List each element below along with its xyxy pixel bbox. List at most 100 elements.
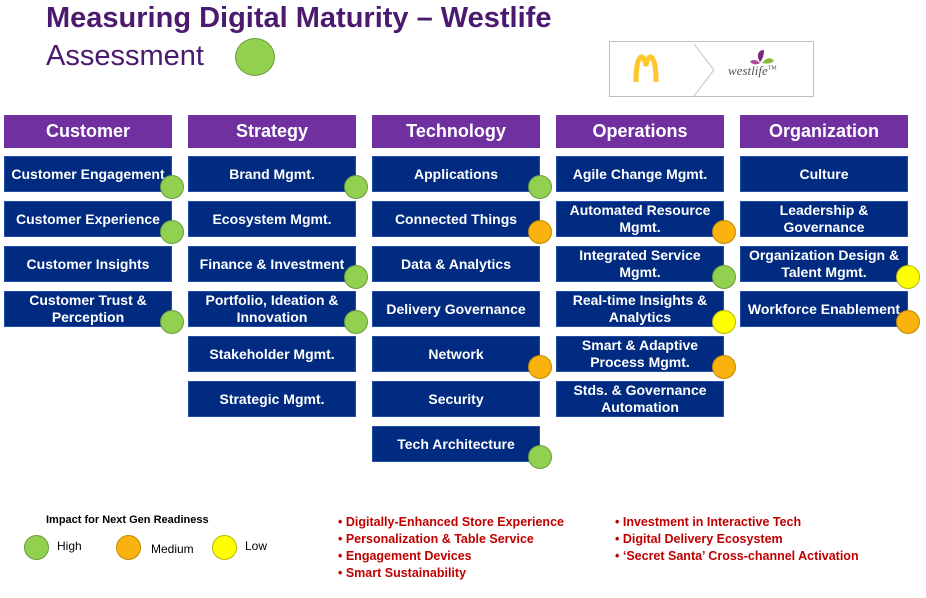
category-header: Customer — [4, 115, 172, 148]
initiative-item: • Digitally-Enhanced Store Experience — [338, 515, 564, 529]
category-column-strategy: Strategy Brand Mgmt. Ecosystem Mgmt. Financ… — [188, 115, 368, 426]
capability-box: Customer Trust & Perception — [4, 291, 184, 334]
capability-label: Customer Engagement — [11, 165, 165, 182]
category-header: Strategy — [188, 115, 356, 148]
capability-box: Finance & Investment — [188, 246, 368, 289]
capability-label: Ecosystem Mgmt. — [212, 210, 332, 227]
overall-rating-indicator — [235, 38, 275, 76]
initiatives-right: • Investment in Interactive Tech • Digita… — [615, 514, 859, 565]
capability-label: Strategic Mgmt. — [219, 390, 325, 407]
category-header: Operations — [556, 115, 724, 148]
legend-label: Medium — [151, 542, 194, 556]
rating-indicator-high — [160, 310, 184, 334]
capability-label: Delivery Governance — [386, 300, 526, 317]
capability-label: Portfolio, Ideation & Innovation — [205, 292, 339, 325]
capability-label: Integrated Service Mgmt. — [579, 247, 701, 280]
rating-indicator-high — [160, 175, 184, 199]
capability-box: Workforce Enablement — [740, 291, 920, 334]
capability-label: Leadership & Governance — [779, 202, 869, 235]
capability-label: Stakeholder Mgmt. — [209, 345, 335, 362]
capability-box: Organization Design & Talent Mgmt. — [740, 246, 920, 289]
legend-label: High — [57, 539, 82, 553]
legend-title: Impact for Next Gen Readiness — [46, 514, 209, 526]
capability-label: Network — [428, 345, 484, 362]
legend-dot-medium — [116, 535, 141, 560]
capability-label: Real-time Insights & Analytics — [572, 292, 708, 325]
capability-box: Integrated Service Mgmt. — [556, 246, 736, 289]
initiative-item: • Personalization & Table Service — [338, 532, 534, 546]
capability-label: Data & Analytics — [401, 255, 511, 272]
rating-indicator-high — [712, 265, 736, 289]
capability-label: Brand Mgmt. — [229, 165, 315, 182]
category-column-operations: Operations Agile Change Mgmt. Automated Re… — [556, 115, 736, 426]
category-header: Organization — [740, 115, 908, 148]
capability-box: Delivery Governance — [372, 291, 540, 327]
capability-box: Smart & Adaptive Process Mgmt. — [556, 336, 736, 379]
capability-label: Tech Architecture — [397, 435, 515, 452]
page-title: Measuring Digital Maturity – Westlife — [46, 2, 552, 34]
mcdonalds-arches-logo — [633, 43, 774, 96]
capability-label: Security — [428, 390, 484, 407]
capability-box: Customer Engagement — [4, 156, 184, 199]
capability-label: Culture — [799, 165, 849, 182]
initiative-item: • Investment in Interactive Tech — [615, 515, 802, 529]
westlife-logo: westlifeTM — [728, 63, 777, 78]
category-column-technology: Technology Applications Connected Things Da… — [372, 115, 552, 471]
capability-box: Applications — [372, 156, 552, 199]
rating-indicator-high — [160, 220, 184, 244]
initiative-item: • Digital Delivery Ecosystem — [615, 532, 783, 546]
page-subtitle: Assessment — [46, 40, 204, 72]
capability-label: Workforce Enablement — [747, 300, 901, 317]
legend-dot-high — [24, 535, 49, 560]
legend-dot-low — [212, 535, 237, 560]
rating-indicator-low — [896, 265, 920, 289]
rating-indicator-high — [344, 265, 368, 289]
capability-box: Brand Mgmt. — [188, 156, 368, 199]
capability-box: Customer Experience — [4, 201, 184, 244]
initiatives-left: • Digitally-Enhanced Store Experience • P… — [338, 514, 564, 582]
category-header: Technology — [372, 115, 540, 148]
capability-box: Stakeholder Mgmt. — [188, 336, 356, 372]
category-column-customer: Customer Customer Engagement Customer Expe… — [4, 115, 184, 336]
capability-label: Customer Experience — [16, 210, 160, 227]
capability-box: Agile Change Mgmt. — [556, 156, 724, 192]
rating-indicator-high — [344, 175, 368, 199]
rating-indicator-medium — [712, 220, 736, 244]
legend-label: Low — [245, 539, 268, 553]
capability-label: Customer Trust & Perception — [29, 292, 147, 325]
capability-box: Data & Analytics — [372, 246, 540, 282]
category-column-organization: Organization Culture Leadership & Governan… — [740, 115, 920, 336]
rating-indicator-low — [712, 310, 736, 334]
rating-indicator-medium — [528, 220, 552, 244]
capability-box: Customer Insights — [4, 246, 172, 282]
capability-label: Automated Resource Mgmt. — [569, 202, 711, 235]
initiative-item: • Smart Sustainability — [338, 566, 467, 580]
capability-box: Stds. & Governance Automation — [556, 381, 724, 417]
initiative-item: • Engagement Devices — [338, 549, 472, 563]
capability-label: Stds. & Governance Automation — [573, 382, 707, 415]
capability-box: Ecosystem Mgmt. — [188, 201, 356, 237]
capability-box: Connected Things — [372, 201, 552, 244]
rating-indicator-high — [528, 175, 552, 199]
rating-indicator-high — [344, 310, 368, 334]
capability-label: Connected Things — [394, 210, 518, 227]
capability-box: Culture — [740, 156, 908, 192]
capability-box: Leadership & Governance — [740, 201, 908, 237]
capability-box: Automated Resource Mgmt. — [556, 201, 736, 244]
capability-label: Agile Change Mgmt. — [572, 165, 708, 182]
capability-label: Customer Insights — [26, 255, 150, 272]
capability-box: Real-time Insights & Analytics — [556, 291, 736, 334]
capability-label: Smart & Adaptive Process Mgmt. — [581, 337, 699, 370]
capability-box: Security — [372, 381, 540, 417]
partner-logos: westlifeTM — [609, 41, 814, 97]
rating-indicator-medium — [712, 355, 736, 379]
capability-label: Applications — [413, 165, 498, 182]
capability-label: Organization Design & Talent Mgmt. — [748, 247, 900, 280]
rating-indicator-medium — [896, 310, 920, 334]
capability-box: Tech Architecture — [372, 426, 552, 469]
initiative-item: • ‘Secret Santa’ Cross-channel Activatio… — [615, 549, 859, 563]
capability-box: Portfolio, Ideation & Innovation — [188, 291, 368, 334]
capability-box: Strategic Mgmt. — [188, 381, 356, 417]
rating-indicator-medium — [528, 355, 552, 379]
capability-label: Finance & Investment — [199, 255, 345, 272]
